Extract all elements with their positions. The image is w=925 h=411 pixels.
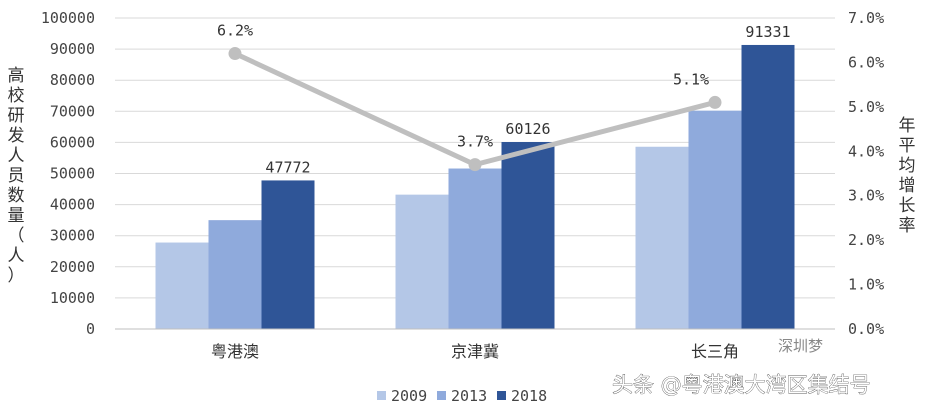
growth-data-label: 6.2%: [217, 22, 253, 40]
right-tick-label: 5.0%: [848, 98, 884, 116]
bar-2013-3: [688, 110, 742, 329]
right-axis-title-char: 均: [899, 156, 916, 176]
left-axis-title-char: ）: [8, 266, 25, 286]
left-axis-title-char: 量: [8, 206, 25, 226]
bar-2018-2: [501, 142, 555, 329]
growth-line-point: [228, 47, 242, 61]
right-tick-label: 2.0%: [848, 231, 884, 249]
left-tick-label: 80000: [50, 71, 95, 89]
left-tick-label: 50000: [50, 165, 95, 183]
watermark-brand: 深圳梦: [778, 337, 823, 355]
axes: 0 10000 20000 30000 40000 50000 60000 70000 8000…: [41, 9, 884, 361]
bar-2009-3: [635, 146, 689, 329]
left-tick-label: 70000: [50, 102, 95, 120]
category-label: 京津冀: [451, 342, 499, 361]
left-tick-label: 10000: [50, 289, 95, 307]
left-axis-title-char: 研: [8, 106, 25, 126]
legend-label-2018: 2018: [511, 387, 547, 405]
legend-swatch-2018: [497, 391, 506, 400]
category-label: 长三角: [691, 342, 739, 361]
right-tick-label: 4.0%: [848, 142, 884, 160]
right-axis-title-char: 增: [899, 176, 916, 196]
right-tick-label: 1.0%: [848, 276, 884, 294]
right-tick-label: 0.0%: [848, 320, 884, 338]
legend-swatch-2013: [437, 391, 446, 400]
right-axis-title-char: 率: [899, 216, 916, 236]
left-axis-title-char: 高: [8, 66, 25, 86]
legend-label-2009: 2009: [391, 387, 427, 405]
left-axis-title-char: 人: [8, 246, 25, 266]
legend: 2009 2013 2018: [377, 387, 547, 405]
bar-2009-1: [155, 242, 209, 329]
left-tick-label: 90000: [50, 40, 95, 58]
growth-data-label: 3.7%: [457, 133, 493, 151]
left-tick-label: 20000: [50, 258, 95, 276]
legend-label-2013: 2013: [451, 387, 487, 405]
left-axis-title-char: 发: [8, 126, 25, 146]
left-axis-title-char: 数: [8, 186, 25, 206]
growth-data-label: 5.1%: [673, 70, 709, 88]
right-axis-title-char: 年: [899, 116, 916, 136]
right-axis-title-char: 长: [899, 196, 916, 216]
bar-data-label: 60126: [505, 120, 550, 138]
left-tick-label: 40000: [50, 196, 95, 214]
category-label: 粤港澳: [211, 342, 259, 361]
growth-line-point: [468, 158, 482, 172]
right-tick-label: 3.0%: [848, 187, 884, 205]
bars: [155, 44, 795, 329]
data-labels: 47772 60126 91331 6.2% 3.7% 5.1%: [217, 22, 791, 177]
bar-data-label: 91331: [745, 23, 790, 41]
bar-2009-2: [395, 194, 449, 329]
right-tick-label: 6.0%: [848, 53, 884, 71]
left-tick-label: 100000: [41, 9, 95, 27]
bar-2013-2: [448, 168, 502, 329]
bar-data-label: 47772: [265, 158, 310, 176]
watermark-text: 头条 @粤港澳大湾区集结号: [612, 373, 871, 397]
growth-line-point: [708, 95, 722, 109]
left-tick-label: 60000: [50, 133, 95, 151]
left-axis-title-char: 校: [8, 86, 25, 106]
growth-rate-line: [228, 47, 722, 172]
bar-2018-1: [261, 180, 315, 329]
bar-2018-3: [741, 44, 795, 329]
left-axis-title-char: （: [8, 226, 25, 246]
left-tick-label: 0: [86, 320, 95, 338]
left-tick-label: 30000: [50, 227, 95, 245]
left-axis-title-char: 人: [8, 146, 25, 166]
left-axis-title-char: 员: [8, 166, 25, 186]
right-axis-title-char: 平: [899, 136, 916, 156]
right-tick-label: 7.0%: [848, 9, 884, 27]
bar-2013-1: [208, 220, 262, 329]
legend-swatch-2009: [377, 391, 386, 400]
